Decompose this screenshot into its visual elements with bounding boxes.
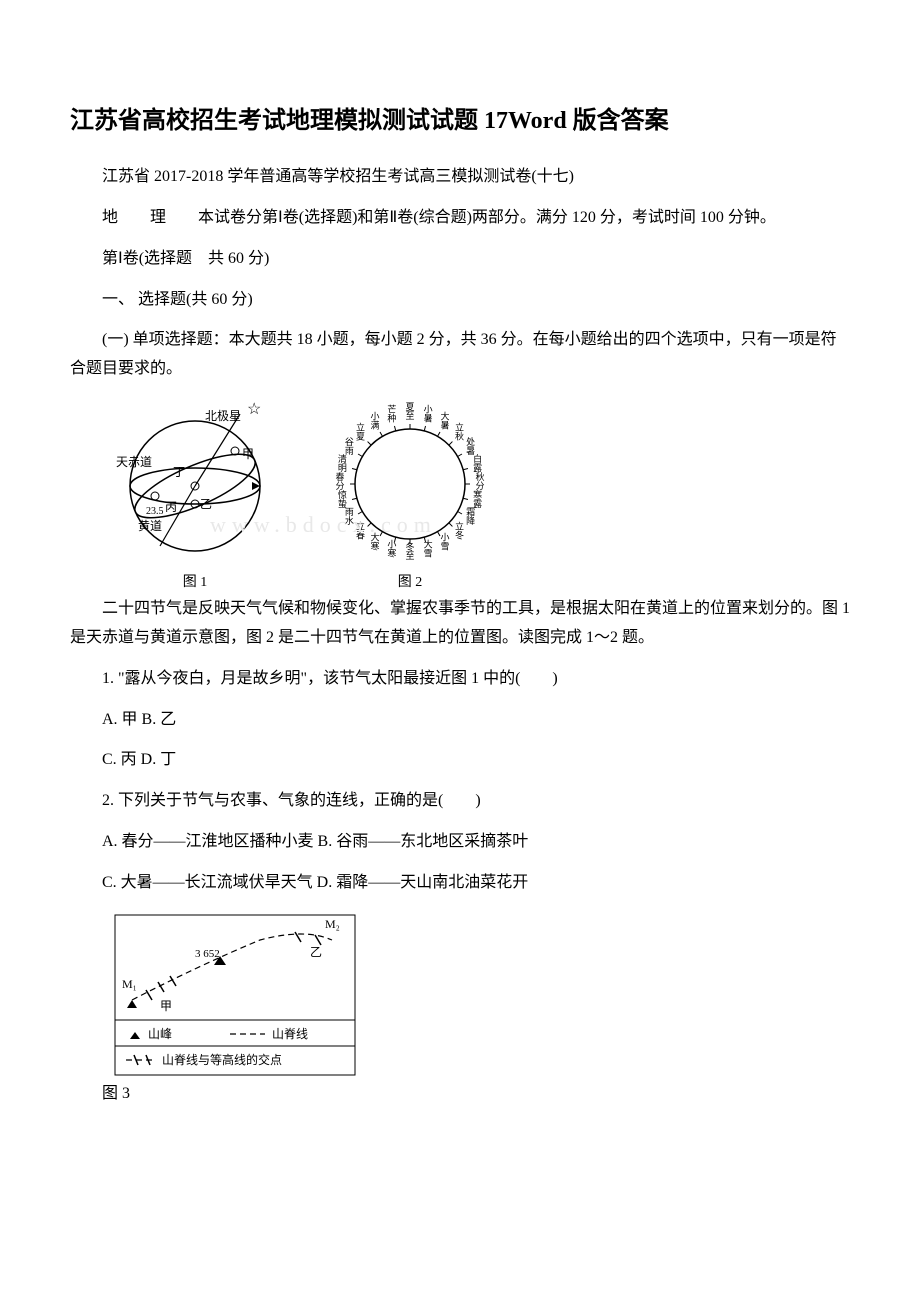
q1-opt-cd: C. 丙 D. 丁: [70, 746, 850, 775]
figure-3: M₁ M₂ 3 652 甲 乙 山峰 山脊线 山脊线与等高线的交点: [110, 910, 850, 1080]
svg-text:大寒: 大寒: [370, 532, 379, 552]
figure-2-caption: 图 2: [320, 570, 500, 595]
svg-text:小雪: 小雪: [440, 533, 449, 552]
svg-text:立秋: 立秋: [455, 421, 464, 441]
svg-text:小暑: 小暑: [424, 404, 433, 423]
svg-text:春分: 春分: [335, 471, 344, 491]
figure-row-1: ☆ 北极星 天赤道 黄道 甲 乙 丙 丁 23.5 图 1 春分清明谷雨立夏小满…: [110, 396, 850, 595]
svg-text:白露: 白露: [473, 453, 482, 473]
svg-text:乙: 乙: [200, 497, 212, 511]
subject-label: 地 理: [102, 209, 166, 226]
q1-opt-ab: A. 甲 B. 乙: [70, 706, 850, 735]
section-part1: 第Ⅰ卷(选择题 共 60 分): [70, 245, 850, 274]
svg-text:雨水: 雨水: [345, 507, 354, 526]
intro-rest: 本试卷分第Ⅰ卷(选择题)和第Ⅱ卷(综合题)两部分。满分 120 分，考试时间 1…: [166, 209, 776, 226]
svg-text:天赤道: 天赤道: [116, 455, 152, 469]
q1-stem: 1. "露从今夜白，月是故乡明"，该节气太阳最接近图 1 中的( ): [70, 665, 850, 694]
intro-line-1: 江苏省 2017-2018 学年普通高等学校招生考试高三模拟测试卷(十七): [70, 163, 850, 192]
svg-text:夏至: 夏至: [405, 402, 414, 421]
svg-text:☆: ☆: [247, 401, 261, 418]
svg-text:惊蛰: 惊蛰: [338, 489, 347, 509]
svg-text:立夏: 立夏: [356, 421, 365, 441]
svg-text:立冬: 立冬: [455, 520, 464, 540]
svg-text:北极星: 北极星: [205, 409, 241, 423]
figure-1: ☆ 北极星 天赤道 黄道 甲 乙 丙 丁 23.5 图 1: [110, 396, 280, 595]
svg-text:立春: 立春: [356, 520, 365, 540]
svg-text:小寒: 小寒: [387, 540, 396, 559]
figure-1-caption: 图 1: [110, 570, 280, 595]
svg-text:霜降: 霜降: [466, 507, 475, 526]
svg-text:黄道: 黄道: [138, 519, 162, 533]
section-single-choice: (一) 单项选择题：本大题共 18 小题，每小题 2 分，共 36 分。在每小题…: [70, 326, 850, 384]
section-choice: 一、 选择题(共 60 分): [70, 286, 850, 315]
svg-text:山峰: 山峰: [148, 1027, 172, 1041]
q2-stem: 2. 下列关于节气与农事、气象的连线，正确的是( ): [70, 787, 850, 816]
page-title: 江苏省高校招生考试地理模拟测试试题 17Word 版含答案: [70, 100, 850, 143]
svg-text:山脊线与等高线的交点: 山脊线与等高线的交点: [162, 1052, 282, 1067]
svg-text:小满: 小满: [370, 411, 379, 430]
svg-text:大雪: 大雪: [424, 539, 433, 559]
svg-text:秋分: 秋分: [475, 471, 484, 491]
q2-opt-ab: A. 春分——江淮地区播种小麦 B. 谷雨——东北地区采摘茶叶: [70, 828, 850, 857]
svg-text:甲: 甲: [242, 447, 254, 461]
svg-text:丁: 丁: [173, 465, 185, 479]
svg-text:23.5: 23.5: [146, 506, 164, 517]
svg-text:谷雨: 谷雨: [345, 437, 354, 456]
svg-text:M₂: M₂: [325, 917, 340, 931]
passage-1: 二十四节气是反映天气气候和物候变化、掌握农事季节的工具，是根据太阳在黄道上的位置…: [70, 595, 850, 653]
svg-text:芒种: 芒种: [387, 403, 396, 423]
svg-text:山脊线: 山脊线: [272, 1027, 308, 1041]
figure-2: 春分清明谷雨立夏小满芒种夏至小暑大暑立秋处暑白露秋分寒露霜降立冬小雪大雪冬至小寒…: [320, 396, 500, 595]
svg-text:大暑: 大暑: [440, 410, 449, 430]
svg-text:丙: 丙: [165, 500, 177, 514]
svg-text:冬至: 冬至: [405, 541, 414, 561]
subject-line: 地 理 本试卷分第Ⅰ卷(选择题)和第Ⅱ卷(综合题)两部分。满分 120 分，考试…: [70, 204, 850, 233]
svg-text:M₁: M₁: [122, 977, 137, 991]
svg-text:甲: 甲: [160, 999, 172, 1013]
figure-3-caption: 图 3: [70, 1080, 850, 1109]
svg-text:3 652: 3 652: [195, 948, 220, 960]
q2-opt-cd: C. 大暑——长江流域伏旱天气 D. 霜降——天山南北油菜花开: [70, 869, 850, 898]
svg-text:乙: 乙: [310, 945, 322, 959]
